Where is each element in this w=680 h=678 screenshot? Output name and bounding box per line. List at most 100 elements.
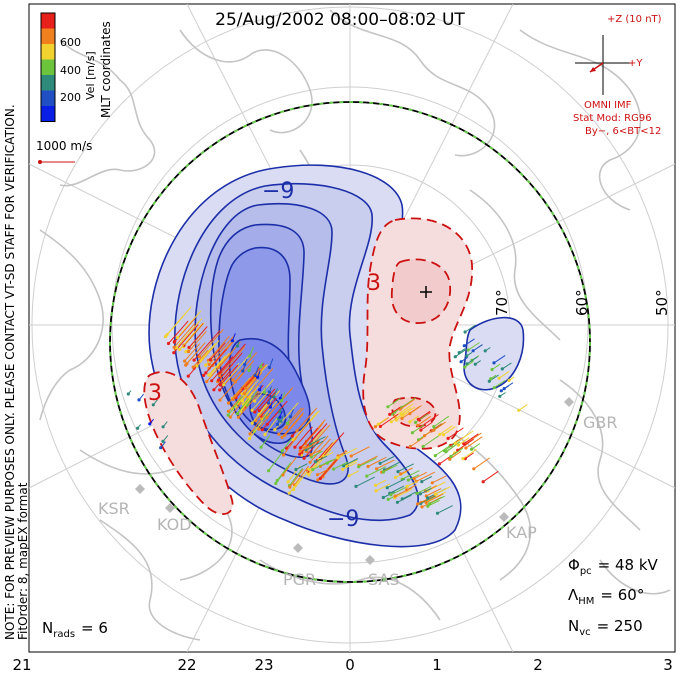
velocity-vector: [418, 410, 431, 420]
velocity-vector-origin: [228, 415, 232, 419]
velocity-vector-origin: [187, 345, 191, 350]
velocity-vector-origin: [267, 469, 271, 473]
velocity-vector: [286, 407, 305, 429]
velocity-vector: [465, 452, 474, 460]
velocity-vector-origin: [389, 493, 393, 497]
velocity-vector: [380, 413, 399, 427]
velocity-vector: [455, 430, 474, 444]
velocity-vector-origin: [461, 457, 465, 461]
velocity-vector: [268, 452, 283, 471]
velocity-vector-origin: [230, 339, 234, 343]
velocity-vector: [472, 344, 483, 352]
velocity-vector: [249, 420, 263, 439]
velocity-vector-origin: [290, 434, 294, 438]
velocity-vector: [219, 346, 246, 376]
velocity-vector: [464, 324, 476, 333]
velocity-vector: [276, 462, 292, 481]
velocity-vector: [420, 487, 432, 495]
velocity-vector-origin: [410, 431, 414, 435]
velocity-vector: [317, 469, 329, 476]
velocity-vector-origin: [453, 355, 457, 359]
velocity-vector: [464, 338, 475, 347]
velocity-vector: [186, 342, 206, 365]
velocity-vector: [367, 456, 387, 467]
velocity-vector: [390, 485, 409, 496]
velocity-vector: [355, 476, 375, 487]
velocity-vector: [379, 456, 395, 464]
velocity-vector: [210, 342, 226, 361]
velocity-vector: [471, 443, 481, 450]
velocity-vector-origin: [273, 428, 277, 432]
velocity-vector-origin: [408, 412, 412, 416]
velocity-vector-origin: [416, 502, 420, 506]
velocity-vector: [219, 372, 245, 401]
velocity-vector-origin: [499, 389, 503, 393]
velocity-vector: [415, 471, 436, 482]
velocity-vector-origin: [235, 344, 239, 348]
velocity-vector: [439, 425, 453, 435]
velocity-vector-origin: [279, 419, 283, 423]
velocity-vector-origin: [437, 462, 441, 466]
velocity-vector-origin: [274, 481, 278, 485]
velocity-vector-origin: [186, 374, 190, 378]
velocity-vector-origin: [279, 399, 284, 403]
velocity-vector-origin: [240, 399, 244, 403]
colorbar-swatch: [41, 59, 55, 75]
velocity-vector: [318, 439, 337, 460]
velocity-vector-origin: [432, 425, 436, 429]
velocity-vector-origin: [393, 475, 398, 480]
colorbar-tick-200: 200: [60, 91, 81, 104]
velocity-vector-origin: [456, 443, 460, 447]
velocity-vector-origin: [192, 358, 196, 362]
velocity-vector-origin: [165, 333, 169, 337]
velocity-vector-origin: [463, 330, 467, 334]
velocity-vector-origin: [226, 401, 231, 405]
velocity-vector: [406, 481, 418, 487]
velocity-vector: [358, 455, 378, 466]
velocity-vector: [342, 461, 358, 470]
imf-vector-head: [590, 67, 596, 72]
colorbar-tick-400: 400: [60, 64, 81, 77]
velocity-vector: [246, 391, 258, 406]
mlt-tick-2: 2: [533, 656, 543, 674]
velocity-vector: [457, 438, 474, 451]
velocity-vector: [401, 407, 412, 415]
velocity-vector: [397, 494, 412, 503]
velocity-vector: [450, 437, 463, 446]
velocity-vector: [173, 323, 196, 348]
velocity-vector-origin: [366, 464, 370, 469]
velocity-vector-origin: [490, 367, 494, 372]
velocity-vector: [213, 370, 231, 391]
velocity-vector: [409, 405, 422, 415]
velocity-vector: [343, 458, 359, 467]
pos-contour-2: [390, 258, 452, 324]
velocity-vector-origin: [498, 394, 502, 398]
velocity-vector-origin: [464, 446, 468, 450]
velocity-vector-origin: [507, 378, 511, 382]
velocity-vector-origin: [365, 474, 369, 478]
velocity-vector: [258, 413, 271, 430]
velocity-vector: [211, 356, 234, 382]
velocity-vector-origin: [248, 354, 252, 358]
velocity-vector: [450, 447, 464, 457]
velocity-vector: [465, 436, 483, 449]
velocity-vector: [498, 370, 510, 379]
velocity-vector-origin: [441, 433, 446, 437]
velocity-vector: [183, 323, 204, 346]
imf-z-label: +Z (10 nT): [607, 14, 662, 25]
velocity-vector: [310, 435, 329, 456]
velocity-vector-origin: [375, 467, 379, 471]
velocity-vector-origin: [311, 468, 315, 472]
velocity-vector-origin: [405, 488, 409, 492]
velocity-vector-origin: [421, 444, 425, 449]
imf-y-label: +Y: [628, 58, 643, 69]
mlt-tick-21: 21: [12, 656, 31, 674]
velocity-vector-origin: [446, 436, 450, 440]
velocity-vector-origin: [178, 347, 182, 352]
velocity-vector-origin: [185, 362, 189, 366]
velocity-vector-origin: [285, 421, 290, 425]
velocity-vector: [376, 459, 395, 470]
velocity-vector: [377, 418, 387, 425]
velocity-vector-origin: [386, 497, 390, 501]
velocity-vector-origin: [253, 399, 257, 403]
